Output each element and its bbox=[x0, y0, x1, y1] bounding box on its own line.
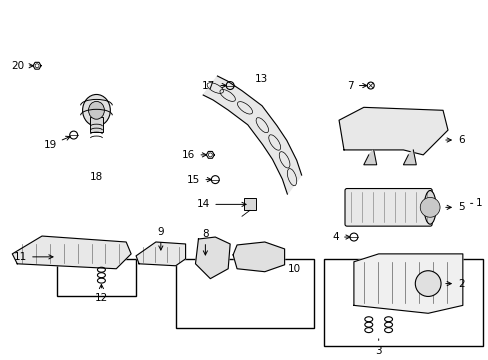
Text: 16: 16 bbox=[182, 150, 206, 160]
Text: 4: 4 bbox=[332, 232, 349, 242]
Text: 11: 11 bbox=[14, 252, 53, 262]
Polygon shape bbox=[363, 150, 376, 165]
Text: 19: 19 bbox=[43, 136, 70, 150]
Polygon shape bbox=[12, 236, 131, 269]
Bar bbox=[57, 259, 136, 297]
Bar bbox=[175, 259, 314, 328]
Ellipse shape bbox=[424, 190, 435, 224]
Bar bbox=[244, 198, 255, 210]
Text: 14: 14 bbox=[197, 199, 245, 210]
Text: 2: 2 bbox=[445, 279, 464, 289]
Text: 7: 7 bbox=[346, 81, 366, 91]
Ellipse shape bbox=[88, 102, 104, 119]
Polygon shape bbox=[195, 237, 230, 279]
FancyBboxPatch shape bbox=[345, 189, 431, 226]
Ellipse shape bbox=[82, 94, 110, 126]
Text: 1: 1 bbox=[475, 198, 481, 208]
Text: 10: 10 bbox=[287, 264, 300, 274]
Text: 8: 8 bbox=[202, 229, 208, 255]
Polygon shape bbox=[136, 242, 185, 266]
Text: 5: 5 bbox=[445, 202, 464, 212]
Bar bbox=[89, 117, 103, 132]
Text: 12: 12 bbox=[95, 284, 108, 303]
Polygon shape bbox=[203, 76, 301, 194]
Text: 20: 20 bbox=[11, 61, 33, 71]
Circle shape bbox=[419, 197, 439, 217]
Text: 15: 15 bbox=[187, 175, 211, 185]
Polygon shape bbox=[353, 254, 462, 313]
Text: 9: 9 bbox=[157, 227, 164, 250]
Text: 13: 13 bbox=[254, 74, 267, 84]
Polygon shape bbox=[403, 150, 415, 165]
Circle shape bbox=[414, 271, 440, 297]
Text: 18: 18 bbox=[90, 172, 103, 182]
Text: 17: 17 bbox=[202, 81, 226, 91]
Bar bbox=[324, 259, 482, 346]
Text: 3: 3 bbox=[375, 339, 381, 356]
Text: 6: 6 bbox=[445, 135, 464, 145]
Polygon shape bbox=[338, 107, 447, 155]
Polygon shape bbox=[233, 242, 284, 272]
